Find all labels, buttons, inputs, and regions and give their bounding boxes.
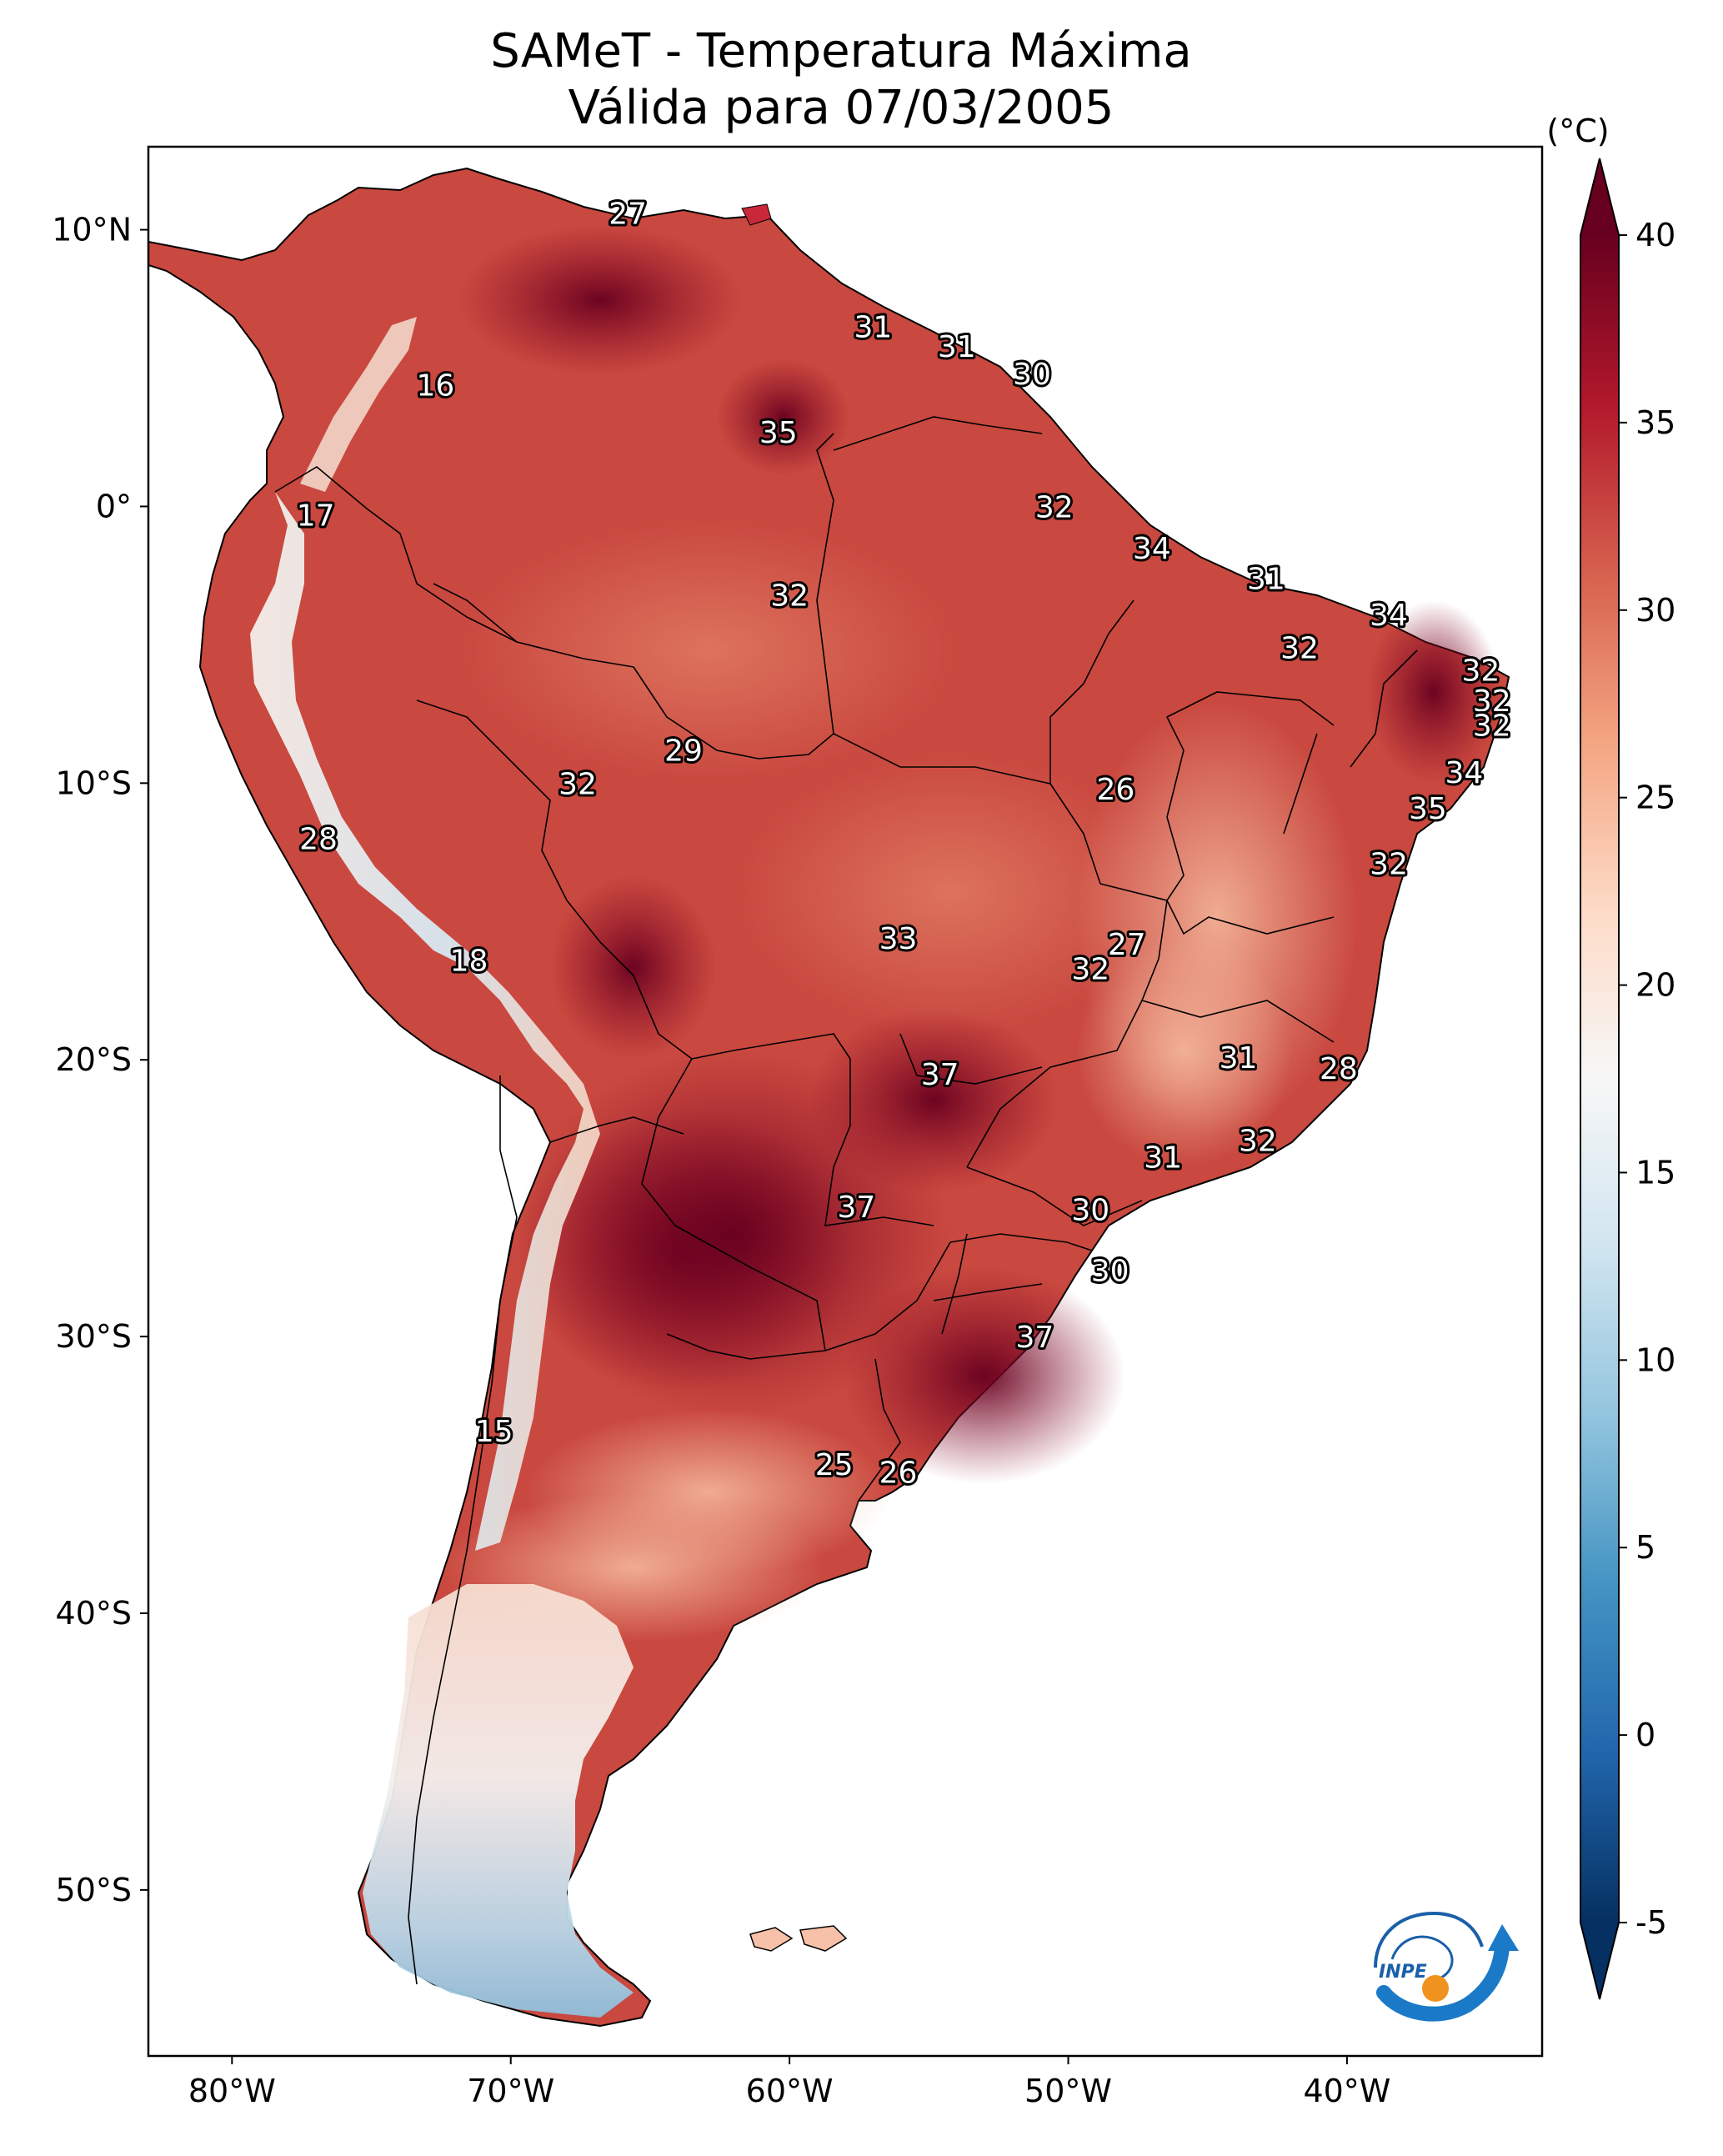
station-value-label: 31 — [1247, 563, 1285, 597]
station-value-label: 32 — [770, 579, 809, 614]
patagonia-cool-region — [363, 1584, 634, 2018]
andes-cool-band — [250, 492, 600, 1551]
map-title-line2: Válida para 07/03/2005 — [568, 81, 1114, 135]
station-value-label: 32 — [1473, 709, 1511, 744]
station-value-label: 34 — [1133, 532, 1171, 566]
colorbar-ticks: 40 35 30 25 20 15 10 5 0 -5 — [1619, 217, 1675, 1941]
temperature-field-overlay — [442, 225, 1500, 1642]
station-value-label: 18 — [450, 945, 488, 979]
station-value-label: 30 — [1091, 1254, 1129, 1288]
lat-tick-label: 50°S — [56, 1872, 132, 1908]
colorbar-top-extension — [1580, 158, 1619, 235]
station-value-label: 26 — [1096, 773, 1134, 807]
longitude-axis: 80°W 70°W 60°W 50°W 40°W — [188, 2056, 1390, 2109]
station-value-label: 32 — [1462, 654, 1500, 688]
colorbar-tick-label: 10 — [1635, 1341, 1675, 1378]
svg-text:INPE: INPE — [1379, 1962, 1427, 1983]
station-value-label: 16 — [417, 369, 455, 403]
station-value-label: 32 — [1473, 684, 1511, 719]
station-value-label: 31 — [1144, 1141, 1182, 1175]
station-value-label: 28 — [299, 823, 338, 857]
lon-tick-label: 40°W — [1303, 2073, 1390, 2109]
colorbar: (°C) 40 35 30 25 20 15 10 5 0 -5 — [1546, 113, 1675, 2000]
lat-tick-label: 20°S — [56, 1041, 132, 1078]
station-value-label: 34 — [1445, 756, 1483, 790]
colorbar-body — [1580, 235, 1619, 1923]
andes-north-cool — [300, 317, 417, 492]
colorbar-tick-label: 15 — [1635, 1154, 1675, 1191]
station-value-label: 37 — [921, 1058, 959, 1092]
lat-tick-label: 0° — [96, 488, 132, 524]
station-value-label: 35 — [1409, 792, 1447, 826]
station-value-label: 31 — [1220, 1041, 1258, 1075]
station-value-label: 32 — [1239, 1124, 1277, 1158]
map-plot-area — [148, 147, 1542, 2056]
station-value-label: 30 — [1071, 1193, 1109, 1227]
lon-tick-label: 70°W — [467, 2073, 554, 2109]
plot-frame — [147, 145, 1544, 2058]
station-value-label: 15 — [475, 1415, 513, 1449]
station-value-label: 27 — [1108, 928, 1146, 962]
station-value-label: 29 — [664, 735, 703, 769]
lat-tick-label: 30°S — [56, 1318, 132, 1355]
station-value-label: 28 — [1320, 1052, 1358, 1086]
lat-tick-label: 10°N — [52, 212, 132, 248]
lat-tick-label: 10°S — [56, 765, 132, 801]
station-value-label: 31 — [938, 330, 976, 364]
falkland-islands — [749, 1925, 848, 1952]
station-value-label: 33 — [879, 922, 918, 956]
station-value-label: 30 — [1013, 358, 1051, 392]
colorbar-unit-label: (°C) — [1546, 113, 1609, 149]
colorbar-tick-label: 35 — [1635, 404, 1675, 441]
station-value-label: 35 — [759, 416, 798, 450]
colorbar-tick-label: 40 — [1635, 217, 1675, 253]
station-value-label: 17 — [297, 499, 335, 533]
lon-tick-label: 60°W — [746, 2073, 834, 2109]
latitude-axis: 10°N 0° 10°S 20°S 30°S 40°S 50°S — [52, 212, 148, 1908]
station-value-label: 32 — [1071, 953, 1109, 987]
colorbar-tick-label: 30 — [1635, 592, 1675, 629]
station-value-label: 37 — [1015, 1321, 1054, 1355]
station-value-label: 32 — [1035, 490, 1074, 524]
colorbar-tick-label: 5 — [1635, 1529, 1655, 1566]
colorbar-tick-label: -5 — [1635, 1904, 1667, 1941]
colorbar-bottom-extension — [1580, 1923, 1619, 1999]
lat-tick-label: 40°S — [56, 1595, 132, 1632]
station-value-label: 32 — [1370, 848, 1408, 882]
country-borders — [274, 416, 1418, 1985]
station-value-label: 37 — [837, 1191, 875, 1225]
lon-tick-label: 50°W — [1024, 2073, 1112, 2109]
station-value-label: 31 — [854, 311, 893, 345]
lon-tick-label: 80°W — [188, 2073, 276, 2109]
station-value-label: 32 — [1280, 632, 1319, 666]
station-value-label: 32 — [558, 767, 597, 801]
inpe-logo: INPE — [1374, 1911, 1519, 2022]
colorbar-tick-label: 0 — [1635, 1717, 1655, 1753]
station-value-label: 27 — [609, 198, 647, 232]
station-value-label: 25 — [815, 1448, 854, 1482]
map-title-line1: SAMeT - Temperatura Máxima — [490, 24, 1192, 78]
colorbar-tick-label: 25 — [1635, 780, 1675, 816]
station-value-label: 26 — [879, 1457, 918, 1491]
caribbean-islands — [741, 203, 772, 226]
station-value-label: 34 — [1370, 599, 1408, 633]
colorbar-tick-label: 20 — [1635, 967, 1675, 1004]
